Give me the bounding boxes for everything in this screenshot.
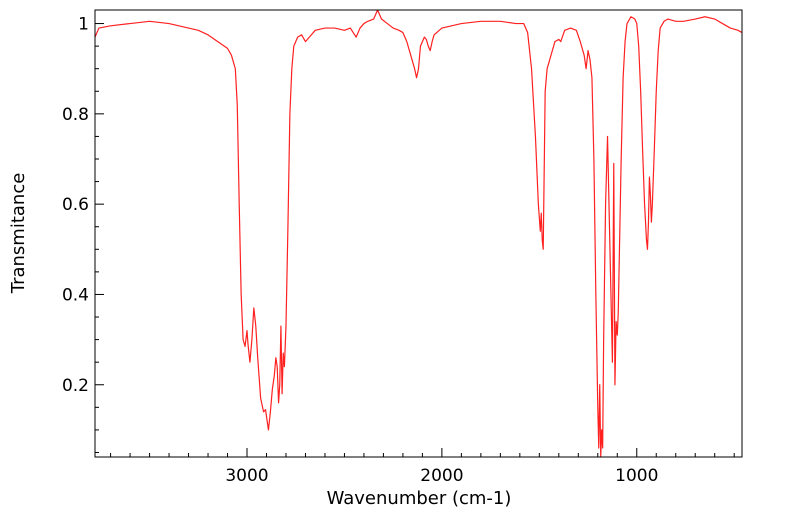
y-tick-label: 0.6 [62, 195, 89, 215]
x-tick-label: 2000 [420, 466, 463, 486]
series-line-0 [95, 10, 742, 457]
plot-area [95, 10, 742, 457]
y-tick-label: 1 [78, 15, 89, 35]
x-axis-label: Wavenumber (cm-1) [327, 488, 512, 509]
y-tick-label: 0.4 [62, 285, 89, 305]
y-axis-label: Transmitance [8, 173, 29, 295]
y-tick-label: 0.2 [62, 376, 89, 396]
x-tick-label: 3000 [225, 466, 268, 486]
plot-frame [94, 9, 743, 458]
y-tick-label: 0.8 [62, 105, 89, 125]
x-tick-label: 1000 [615, 466, 658, 486]
axes: 3000 2000 1000 0.2 0.4 0.6 0.8 1 [62, 9, 743, 486]
